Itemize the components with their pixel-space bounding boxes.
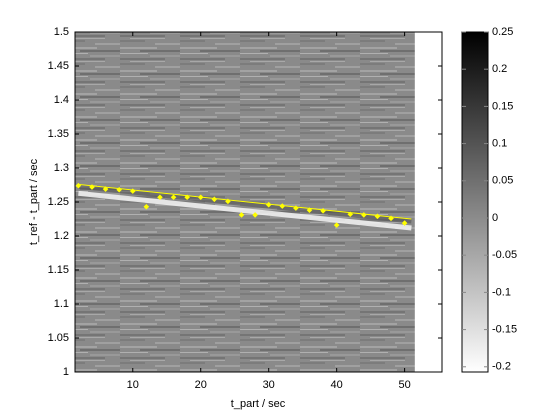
- data-point: [252, 212, 258, 218]
- data-point: [238, 212, 245, 218]
- colorbar-tick-label: 0: [492, 212, 498, 224]
- y-tick-label: 1.5: [54, 26, 69, 38]
- data-point: [225, 198, 231, 205]
- colorbar: [461, 31, 489, 373]
- x-tick-label: 20: [195, 379, 207, 391]
- x-tick-label: 50: [398, 379, 410, 391]
- colorbar-tick-label: 0.2: [492, 63, 507, 75]
- colorbar-tick-label: 0.1: [492, 138, 507, 150]
- data-point: [157, 194, 163, 201]
- y-tick-label: 1.3: [54, 162, 69, 174]
- colorbar-tick-label: -0.05: [492, 249, 517, 261]
- y-axis-label: t_ref - t_part / sec: [28, 158, 40, 245]
- colorbar-tick-label: 0.05: [492, 175, 513, 187]
- data-point: [333, 222, 340, 228]
- y-tick-label: 1.05: [48, 332, 69, 344]
- x-tick-label: 40: [331, 379, 343, 391]
- x-tick-label: 30: [263, 379, 275, 391]
- data-point: [401, 220, 408, 226]
- data-point: [279, 203, 286, 209]
- y-tick-label: 1.1: [54, 298, 69, 310]
- x-axis-label: t_part / sec: [231, 398, 286, 410]
- data-point: [143, 203, 150, 210]
- data-point: [361, 212, 367, 218]
- data-point: [320, 208, 326, 214]
- y-tick-label: 1.2: [54, 230, 69, 242]
- data-point: [170, 194, 177, 201]
- light-band: [78, 190, 412, 231]
- fit-line: [78, 183, 412, 220]
- data-point: [388, 215, 394, 222]
- data-point: [102, 186, 109, 192]
- colorbar-tick-label: -0.15: [492, 323, 517, 335]
- y-tick-label: 1.45: [48, 60, 69, 72]
- colorbar-tick-label: 0.15: [492, 100, 513, 112]
- y-tick-label: 1: [63, 366, 69, 378]
- colorbar-tick-label: -0.2: [492, 361, 511, 373]
- colorbar-tick-label: 0.25: [492, 26, 513, 38]
- data-point: [347, 211, 354, 218]
- x-tick-label: 10: [127, 379, 139, 391]
- y-tick-label: 1.35: [48, 128, 69, 140]
- y-tick-label: 1.25: [48, 196, 69, 208]
- y-tick-label: 1.4: [54, 94, 69, 106]
- y-tick-label: 1.15: [48, 264, 69, 276]
- data-point: [265, 201, 272, 208]
- colorbar-tick-label: -0.1: [492, 286, 511, 298]
